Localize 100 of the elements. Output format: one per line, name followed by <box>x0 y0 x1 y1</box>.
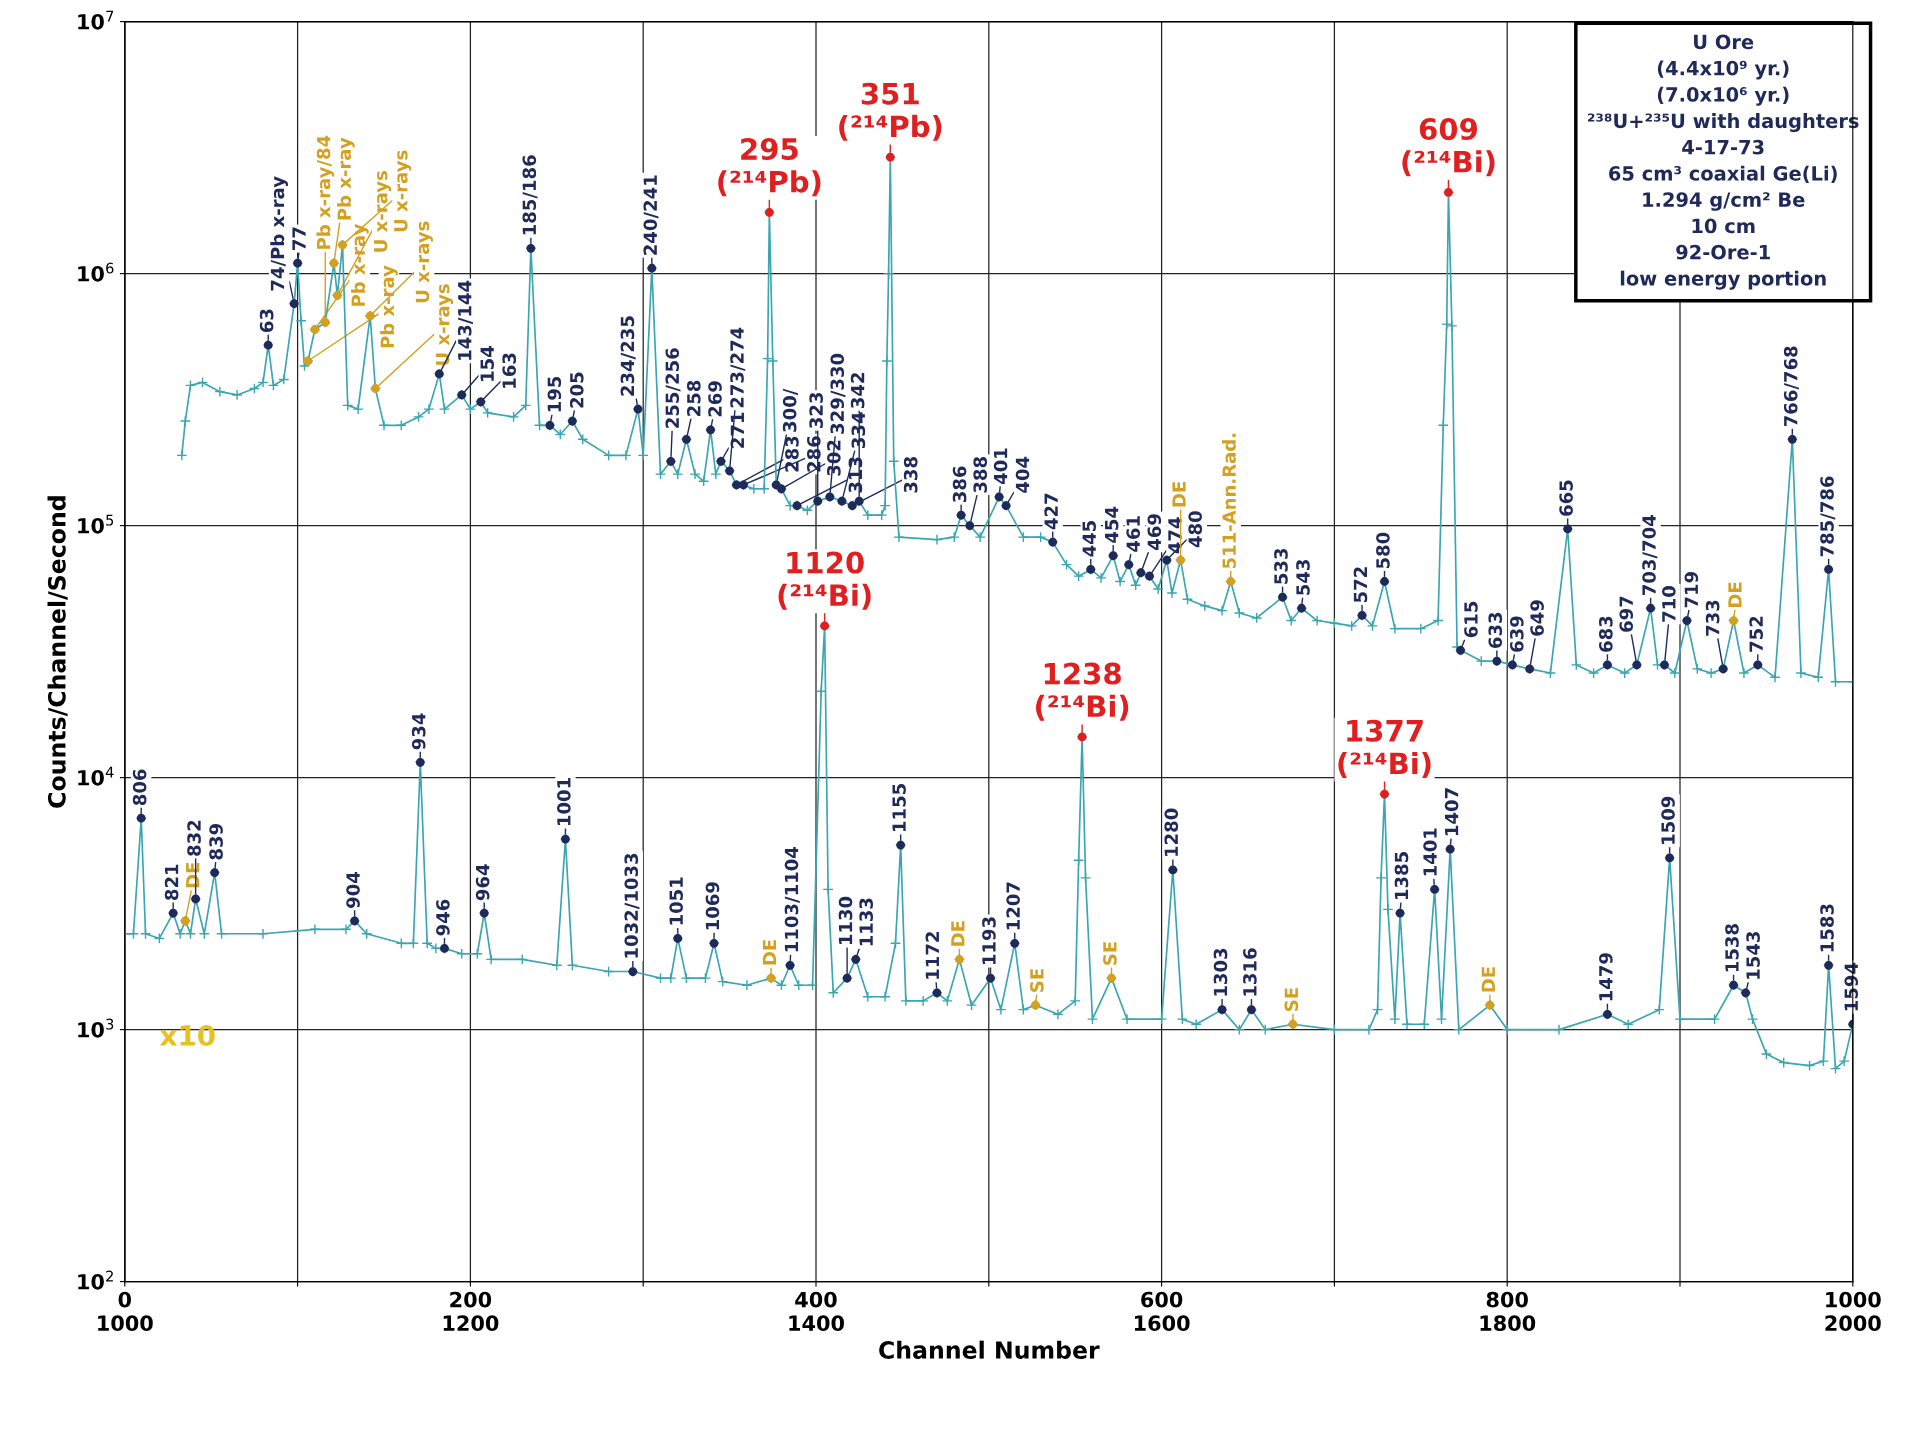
annotation: 240/241 <box>643 175 659 255</box>
annotation: 1133 <box>859 898 873 946</box>
annotation: 703/704 <box>1642 515 1658 596</box>
annotation: 1069 <box>705 882 720 930</box>
annotation: 1385 <box>1394 852 1409 900</box>
annotation: Pb x-ray <box>337 137 355 220</box>
annotation: 710 <box>1662 586 1676 622</box>
annotation: 639 <box>1509 616 1524 652</box>
annotation: U x-rays <box>436 284 454 365</box>
annotation: 1377 (²¹⁴Bi) <box>1338 719 1431 778</box>
annotation: 1303 <box>1213 948 1228 996</box>
x-tick-label: 600 <box>1141 1291 1183 1308</box>
annotation: 92-Ore-1 <box>1676 244 1770 260</box>
annotation: 185/186 <box>522 155 538 235</box>
annotation: 1130 <box>838 896 853 945</box>
annotation: 511-Ann.Rad. <box>1221 433 1236 569</box>
annotation: 1407 <box>1444 788 1459 836</box>
annotation: 633 <box>1488 612 1503 648</box>
annotation: 313 <box>848 457 863 493</box>
annotation: 580 <box>1376 532 1390 569</box>
annotation: 404 <box>1015 456 1030 493</box>
annotation: 1193 <box>982 917 996 965</box>
annotation: DE <box>1481 967 1495 992</box>
x-tick-label: 0 <box>118 1291 132 1308</box>
annotation: 719 <box>1684 572 1699 608</box>
annotation: 342 <box>850 373 865 408</box>
annotation: 480 <box>1188 511 1203 548</box>
annotation: SE <box>1284 988 1299 1011</box>
annotation: 273/274 <box>730 327 746 408</box>
annotation: 1280 <box>1164 808 1179 856</box>
annotation: SE <box>1103 942 1117 965</box>
annotation: 683 <box>1599 616 1613 652</box>
annotation: 74/Pb x-ray <box>270 176 288 291</box>
annotation: U x-rays <box>394 150 412 232</box>
annotation: 63 <box>259 309 274 333</box>
annotation: 1583 <box>1820 904 1834 952</box>
annotation: Pb x-ray/84 <box>316 135 335 249</box>
annotation: 821 <box>164 864 179 900</box>
text: x10 <box>159 1025 215 1047</box>
annotation: 1479 <box>1599 953 1613 1001</box>
annotation: 1509 <box>1661 796 1675 844</box>
annotation: Pb x-ray <box>351 223 369 306</box>
y-tick-label: 10$^{4}$ <box>78 766 114 786</box>
x2-tick-label: 2000 <box>1825 1315 1881 1332</box>
annotation: 163 <box>502 353 517 388</box>
annotation: 1543 <box>1746 931 1760 979</box>
annotation: 839 <box>209 824 223 860</box>
annotation: 1207 <box>1006 882 1020 930</box>
x2-tick-label: 1400 <box>789 1315 844 1332</box>
annotation: U x-rays <box>415 221 433 303</box>
x-tick-label: 400 <box>795 1291 837 1308</box>
annotation: DE <box>1172 482 1186 507</box>
annotation: 334 <box>851 412 866 448</box>
x2-tick-label: 1000 <box>98 1315 153 1332</box>
annotation: DE <box>1728 582 1742 607</box>
annotation: U Ore <box>1694 34 1754 50</box>
annotation: (4.4x10⁹ yr.) <box>1657 60 1789 80</box>
annotation: 1238 (²¹⁴Bi) <box>1036 662 1129 721</box>
annotation: 258 <box>686 380 701 416</box>
annotation: 1155 <box>892 784 906 831</box>
annotation: 195 <box>547 376 562 412</box>
annotation: 533 <box>1274 548 1288 584</box>
annotation: 665 <box>1559 480 1573 516</box>
annotation: 609 (²¹⁴Bi) <box>1402 118 1495 177</box>
annotation: 964 <box>475 864 490 901</box>
annotation: 77 <box>292 227 306 250</box>
annotation: 143/144 <box>457 280 473 360</box>
annotation: 1172 <box>925 932 939 979</box>
annotation: 154 <box>480 346 494 381</box>
annotation: 1120 (²¹⁴Bi) <box>778 551 871 610</box>
annotation: 255/256 <box>665 348 681 428</box>
annotation: 1051 <box>669 877 683 925</box>
annotation: 4-17-73 <box>1682 139 1764 155</box>
annotation: 1316 <box>1243 948 1257 996</box>
x2-tick-label: 1200 <box>443 1315 499 1332</box>
annotation: 832 <box>187 820 201 856</box>
annotation: 302 <box>827 440 841 476</box>
annotation: 469 <box>1147 514 1162 550</box>
y-axis-title: Counts/Channel/Second <box>47 496 68 808</box>
annotation: 1.294 g/cm² Be <box>1643 192 1805 211</box>
annotation: 234/235 <box>620 316 636 396</box>
annotation: 401 <box>993 448 1008 485</box>
annotation: Pb x-ray <box>380 265 398 348</box>
annotation: 766/768 <box>1783 346 1799 427</box>
annotation: DE <box>762 940 777 965</box>
y-tick-label: 10$^{3}$ <box>78 1018 114 1038</box>
annotation: (7.0x10⁶ yr.) <box>1657 86 1789 106</box>
annotation: 649 <box>1530 600 1544 636</box>
annotation: 10 cm <box>1692 218 1755 234</box>
annotation: 351 (²¹⁴Pb) <box>839 82 942 141</box>
annotation: 300/ <box>782 388 798 432</box>
x2-tick-label: 1800 <box>1480 1315 1536 1332</box>
annotation: 934 <box>411 713 426 750</box>
annotation: 733 <box>1705 600 1720 636</box>
annotation: 205 <box>569 372 584 408</box>
annotation: DE <box>951 921 965 946</box>
y-tick-label: 10$^{2}$ <box>78 1270 113 1290</box>
annotation: 329/330 <box>830 353 846 434</box>
x-axis-title: Channel Number <box>879 1340 1100 1359</box>
annotation: 806 <box>132 769 147 806</box>
